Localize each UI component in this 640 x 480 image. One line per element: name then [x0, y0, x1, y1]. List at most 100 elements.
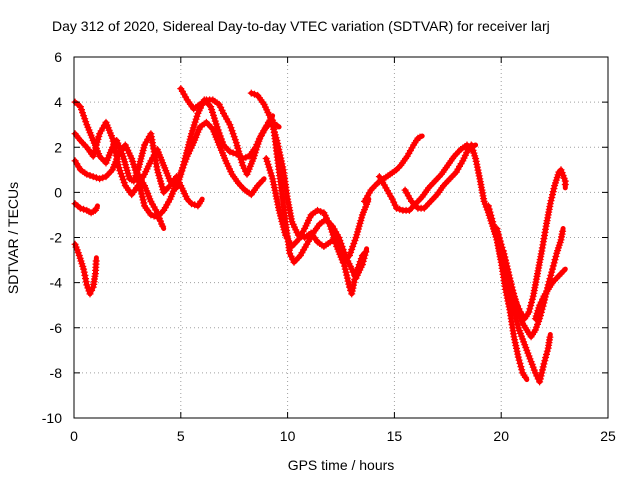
data-point-marker: [514, 302, 522, 310]
data-point-marker: [549, 191, 556, 199]
y-axis-label: SDTVAR / TECUs: [5, 182, 21, 294]
data-point-marker: [393, 204, 400, 212]
data-point-marker: [80, 265, 88, 273]
data-point-marker: [139, 196, 147, 204]
data-point-marker: [361, 251, 369, 259]
data-point-marker: [191, 201, 199, 209]
data-point-marker: [496, 234, 503, 242]
data-point-marker: [117, 170, 125, 178]
data-point-marker: [512, 315, 520, 323]
data-point-marker: [539, 366, 546, 374]
data-point-marker: [504, 268, 512, 276]
data-series-9: [269, 116, 370, 282]
data-point-marker: [80, 112, 88, 120]
data-point-marker: [347, 249, 355, 256]
data-point-marker: [82, 118, 90, 126]
data-series-11: [361, 133, 425, 205]
data-point-marker: [497, 240, 505, 248]
y-tick-label: 6: [54, 49, 62, 65]
data-point-marker: [559, 227, 567, 235]
data-point-marker: [505, 271, 513, 279]
y-tick-label: -8: [50, 365, 63, 381]
data-point-marker: [251, 90, 258, 98]
data-point-marker: [416, 133, 424, 141]
data-series-1: [71, 240, 100, 298]
data-point-marker: [552, 253, 560, 260]
data-point-marker: [538, 369, 546, 377]
data-point-marker: [348, 246, 356, 253]
data-point-marker: [79, 109, 86, 117]
data-point-marker: [228, 127, 236, 135]
data-point-marker: [218, 106, 226, 114]
data-point-marker: [536, 301, 544, 309]
data-point-marker: [510, 290, 518, 297]
data-point-marker: [83, 170, 91, 178]
data-point-marker: [546, 200, 554, 208]
data-point-marker: [539, 295, 546, 303]
data-point-marker: [527, 302, 535, 310]
data-point-marker: [500, 250, 508, 258]
data-point-marker: [501, 253, 509, 261]
data-point-marker: [539, 363, 547, 371]
data-point-marker: [89, 173, 97, 181]
data-point-marker: [92, 257, 100, 265]
data-point-marker: [504, 265, 512, 273]
data-point-marker: [493, 225, 501, 232]
data-point-marker: [561, 181, 569, 188]
x-axis-ticks: 0 5 10 15 20 25: [70, 57, 616, 444]
data-point-marker: [108, 134, 116, 142]
y-tick-label: -4: [50, 275, 63, 291]
y-tick-label: 2: [54, 139, 62, 155]
x-tick-label: 20: [493, 428, 509, 444]
data-point-marker: [511, 296, 519, 304]
data-point-marker: [346, 252, 353, 259]
data-point-marker: [226, 148, 234, 156]
data-point-marker: [287, 252, 295, 260]
data-point-marker: [528, 295, 536, 303]
data-point-marker: [546, 275, 554, 283]
data-point-marker: [343, 271, 351, 279]
data-series-12: [375, 141, 476, 214]
data-point-marker: [346, 283, 353, 291]
data-point-marker: [536, 378, 544, 386]
x-tick-label: 10: [280, 428, 296, 444]
data-point-marker: [550, 259, 558, 267]
data-point-marker: [509, 286, 517, 294]
data-point-marker: [138, 193, 146, 201]
data-series-6: [134, 170, 167, 231]
data-point-marker: [506, 274, 514, 282]
data-point-marker: [226, 121, 234, 129]
data-point-marker: [507, 277, 514, 285]
data-point-marker: [215, 100, 223, 108]
data-point-marker: [359, 257, 367, 265]
data-point-marker: [229, 130, 237, 138]
data-point-marker: [548, 194, 556, 202]
y-tick-label: 0: [54, 184, 62, 200]
data-point-marker: [537, 372, 545, 380]
data-point-marker: [502, 259, 510, 267]
data-series-13: [401, 142, 479, 212]
data-point-marker: [550, 185, 558, 193]
x-tick-label: 15: [387, 428, 403, 444]
data-point-marker: [548, 268, 556, 276]
data-point-marker: [360, 254, 368, 262]
series-layer: [71, 85, 569, 386]
data-point-marker: [517, 363, 525, 371]
data-point-marker: [147, 211, 155, 219]
data-point-marker: [362, 248, 370, 256]
data-point-marker: [543, 350, 550, 358]
data-point-marker: [230, 133, 238, 141]
data-point-marker: [227, 124, 235, 132]
data-point-marker: [231, 136, 239, 144]
chart-title: Day 312 of 2020, Sidereal Day-to-day VTE…: [52, 18, 550, 34]
x-tick-label: 5: [177, 428, 185, 444]
data-point-marker: [71, 157, 79, 165]
data-point-marker: [76, 204, 84, 212]
data-point-marker: [92, 204, 100, 212]
data-point-marker: [484, 202, 492, 210]
data-point-marker: [546, 333, 554, 341]
data-point-marker: [515, 356, 523, 364]
data-point-marker: [508, 283, 516, 291]
data-point-marker: [396, 205, 404, 213]
